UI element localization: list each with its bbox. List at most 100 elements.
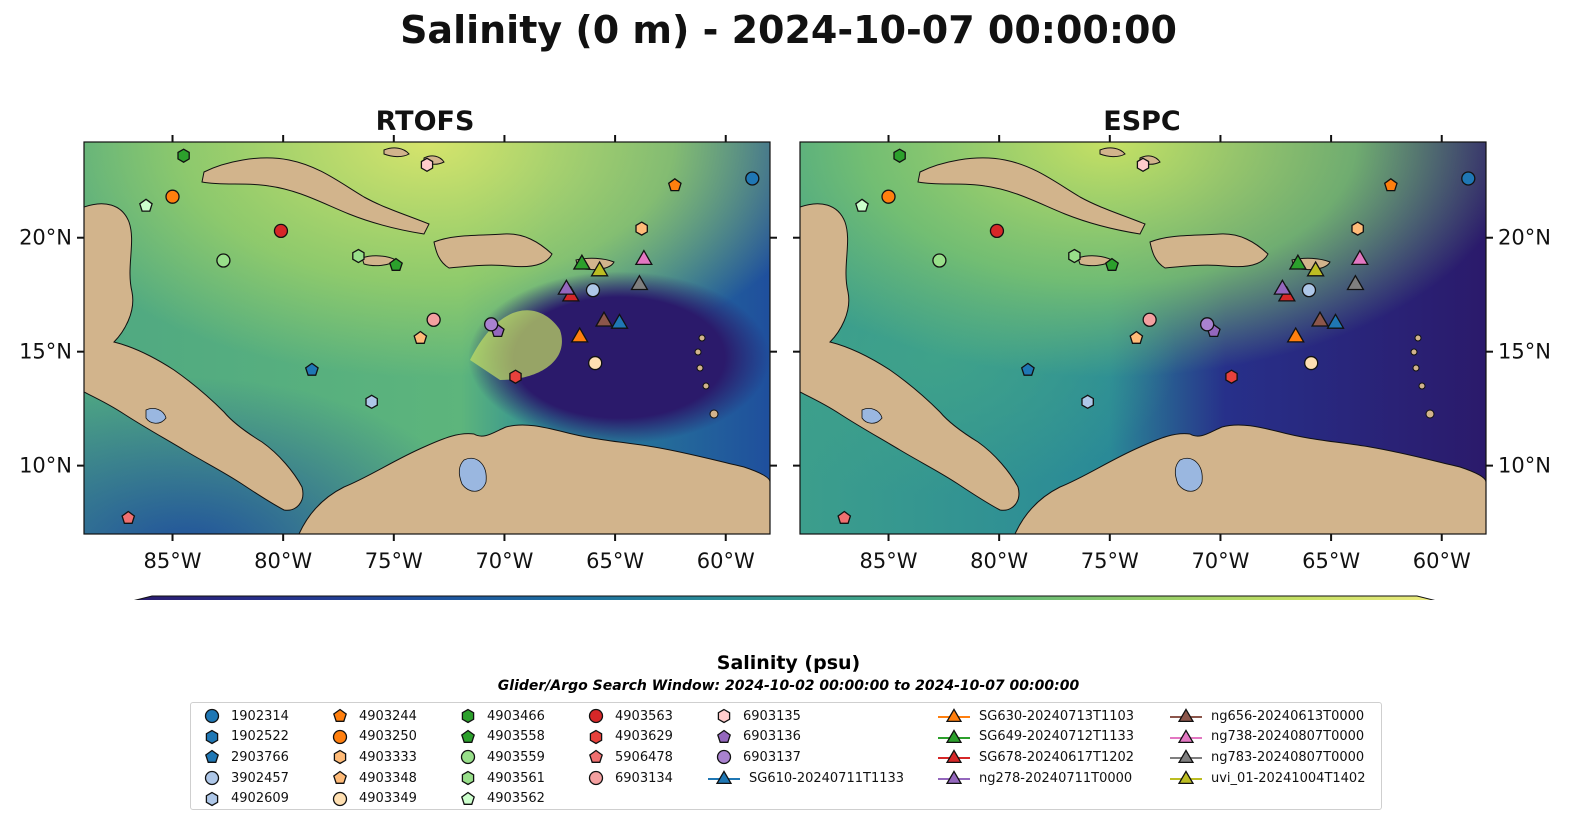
legend-item: 4903563 bbox=[585, 706, 673, 727]
legend-marker-icon bbox=[205, 729, 219, 745]
legend-label: ng783-20240807T0000 bbox=[1211, 749, 1365, 765]
lon-tick-label: 80°W bbox=[970, 549, 1028, 573]
argo-marker-4903348 bbox=[1129, 330, 1144, 344]
legend-column: SG630-20240713T1103 SG649-20240712T1133 SG… bbox=[937, 706, 1134, 788]
legend-label: 6903135 bbox=[743, 708, 801, 724]
legend-marker-icon bbox=[1177, 770, 1195, 785]
argo-marker-4902609 bbox=[1081, 394, 1094, 410]
argo-marker-6903135 bbox=[1136, 157, 1150, 173]
argo-marker-4903563 bbox=[989, 223, 1005, 239]
legend-column: 4903563 4903629 5906478 6903134 bbox=[585, 706, 673, 788]
legend-marker-icon bbox=[717, 709, 731, 724]
legend-item: 4903349 bbox=[329, 788, 417, 809]
legend: 1902314 1902522 2903766 3902457 4902609 49032… bbox=[190, 702, 1382, 810]
legend-item: 2903766 bbox=[201, 747, 289, 768]
legend-marker-icon bbox=[461, 770, 475, 786]
legend-item: ng783-20240807T0000 bbox=[1169, 747, 1365, 768]
legend-item: 6903136 bbox=[713, 727, 801, 748]
legend-marker-icon bbox=[945, 770, 963, 785]
glider-marker-ng738-20240807T0000 bbox=[634, 249, 653, 266]
legend-label: 6903137 bbox=[743, 749, 801, 765]
argo-marker-4903333 bbox=[635, 221, 648, 236]
argo-marker-6903134 bbox=[426, 312, 441, 327]
legend-label: 4902609 bbox=[231, 791, 289, 807]
legend-marker-icon bbox=[945, 708, 963, 723]
argo-marker-4903466 bbox=[893, 148, 906, 163]
legend-label: 4903558 bbox=[487, 729, 545, 745]
lat-tick-label: 10°N bbox=[19, 454, 72, 478]
legend-item: 6903135 bbox=[713, 706, 801, 727]
glider-marker-ng278-20240711T0000 bbox=[1273, 279, 1292, 295]
glider-marker-ng738-20240807T0000 bbox=[1350, 249, 1369, 266]
argo-marker-6903134 bbox=[1142, 312, 1157, 327]
legend-label: SG610-20240711T1133 bbox=[749, 770, 905, 786]
argo-marker-4903561 bbox=[352, 248, 365, 264]
legend-label: 6903134 bbox=[615, 770, 673, 786]
glider-marker-SG649-20240712T1133 bbox=[572, 253, 592, 270]
argo-marker-4903561 bbox=[1068, 248, 1081, 264]
legend-column: 1902314 1902522 2903766 3902457 4902609 bbox=[201, 706, 289, 809]
legend-marker-icon bbox=[945, 729, 963, 743]
legend-marker-icon bbox=[588, 770, 604, 786]
legend-label: 1902314 bbox=[231, 708, 289, 724]
legend-marker-icon bbox=[588, 709, 604, 724]
glider-marker-ng278-20240711T0000 bbox=[557, 279, 576, 295]
glider-marker-ng783-20240807T0000 bbox=[1346, 274, 1365, 291]
argo-marker-6903135 bbox=[420, 157, 434, 173]
lat-tick-label: 20°N bbox=[1498, 226, 1551, 250]
legend-marker-icon bbox=[589, 750, 603, 764]
argo-marker-2903766 bbox=[1020, 362, 1035, 376]
glider-marker-ng656-20240613T0000 bbox=[594, 310, 614, 327]
legend-marker-icon bbox=[589, 729, 603, 745]
legend-column: 4903244 4903250 4903333 4903348 4903349 bbox=[329, 706, 417, 809]
legend-item: SG649-20240712T1133 bbox=[937, 727, 1134, 748]
legend-item: 4903629 bbox=[585, 727, 673, 748]
legend-label: 1902522 bbox=[231, 729, 289, 745]
legend-item: 6903134 bbox=[585, 768, 673, 789]
argo-marker-4903250 bbox=[881, 189, 896, 204]
legend-label: ng656-20240613T0000 bbox=[1211, 708, 1365, 724]
argo-marker-5906478 bbox=[837, 510, 852, 524]
lat-tick-label: 20°N bbox=[19, 226, 72, 250]
argo-marker-4902609 bbox=[365, 394, 378, 410]
lon-tick-label: 70°W bbox=[1191, 549, 1249, 573]
lon-tick-label: 60°W bbox=[1413, 549, 1471, 573]
argo-marker-4903629 bbox=[1225, 369, 1238, 384]
legend-label: ng278-20240711T0000 bbox=[979, 770, 1133, 786]
legend-item: SG630-20240713T1103 bbox=[937, 706, 1134, 727]
lon-tick-label: 85°W bbox=[860, 549, 918, 573]
glider-marker-ng656-20240613T0000 bbox=[1310, 310, 1330, 327]
legend-label: 4903348 bbox=[359, 770, 417, 786]
legend-column: ng656-20240613T0000 ng738-20240807T0000 ng… bbox=[1169, 706, 1365, 788]
legend-item: 4903348 bbox=[329, 768, 417, 789]
argo-marker-4903558 bbox=[389, 257, 403, 271]
panel-title-espc: ESPC bbox=[1103, 106, 1181, 137]
argo-marker-4903348 bbox=[413, 330, 428, 344]
lat-tick-label: 15°N bbox=[19, 340, 72, 364]
glider-marker-SG630-20240713T1103 bbox=[1286, 326, 1305, 343]
map-panel-espc bbox=[799, 141, 1487, 535]
legend-marker-icon bbox=[716, 750, 732, 765]
legend-item: 4903558 bbox=[457, 727, 545, 748]
lon-tick-label: 75°W bbox=[1081, 549, 1139, 573]
argo-marker-3902457 bbox=[585, 282, 601, 298]
legend-item: 4903250 bbox=[329, 727, 417, 748]
legend-column: 6903135 6903136 6903137 bbox=[713, 706, 801, 768]
glider-marker-SG630-20240713T1103 bbox=[570, 326, 589, 343]
legend-item: 1902522 bbox=[201, 727, 289, 748]
legend-marker-icon bbox=[1177, 708, 1195, 723]
argo-marker-6903137 bbox=[1200, 317, 1215, 332]
argo-marker-1902314 bbox=[1461, 171, 1476, 186]
legend-label: 4903561 bbox=[487, 770, 545, 786]
search-window-text: Glider/Argo Search Window: 2024-10-02 00… bbox=[497, 678, 1080, 694]
argo-marker-4903349 bbox=[588, 355, 603, 371]
legend-item: ng278-20240711T0000 bbox=[937, 768, 1134, 789]
legend-marker-icon bbox=[333, 750, 347, 765]
legend-item: 5906478 bbox=[585, 747, 673, 768]
argo-marker-4903333 bbox=[1351, 221, 1364, 236]
argo-marker-6903137 bbox=[484, 317, 499, 332]
glider-marker-uvi_01-20241004T1402 bbox=[1306, 260, 1325, 277]
lat-tick-label: 15°N bbox=[1498, 340, 1551, 364]
panel-title-rtofs: RTOFS bbox=[375, 106, 475, 137]
legend-label: 4903244 bbox=[359, 708, 417, 724]
